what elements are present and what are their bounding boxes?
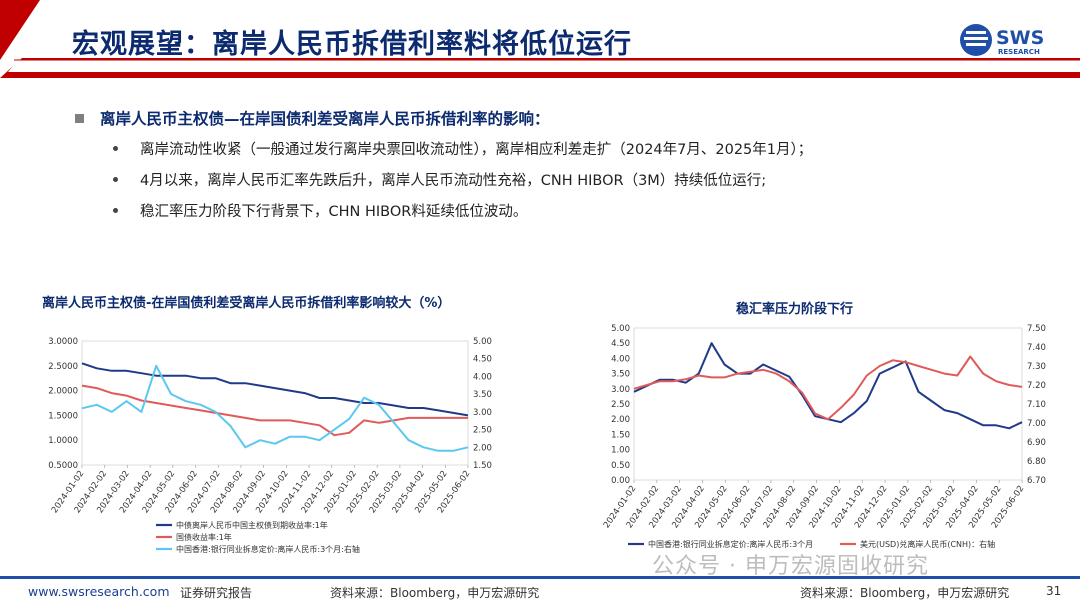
y-right-tick-label: 6.70 xyxy=(1027,476,1046,486)
y-left-tick-label: 2.5000 xyxy=(48,362,78,372)
y-left-tick-label: 1.5000 xyxy=(48,411,78,421)
y-right-tick-label: 4.00 xyxy=(473,372,492,382)
y-left-tick-label: 0.50 xyxy=(611,461,630,471)
legend-label: 国债收益率:1年 xyxy=(176,532,232,542)
bullet-dot-icon xyxy=(113,177,118,182)
logo-text: SWS xyxy=(996,27,1044,49)
y-left-tick-label: 1.0000 xyxy=(48,436,78,446)
footer-source-right: 资料来源：Bloomberg，申万宏源研究 xyxy=(800,586,1010,600)
footer-divider xyxy=(0,576,1080,579)
series-line-0 xyxy=(81,362,469,417)
y-left-tick-label: 2.50 xyxy=(611,400,630,410)
y-right-tick-label: 2.00 xyxy=(473,443,492,453)
y-right-tick-label: 3.50 xyxy=(473,390,492,400)
y-left-tick-label: 5.00 xyxy=(611,324,630,334)
y-right-tick-label: 7.10 xyxy=(1027,400,1046,410)
y-left-tick-label: 0.00 xyxy=(611,476,630,486)
bullet-item: 稳汇率压力阶段下行背景下，CHN HIBOR料延续低位波动。 xyxy=(140,204,528,220)
chart-right-title: 稳汇率压力阶段下行 xyxy=(736,302,854,317)
chart-left: 3.0000 2.5000 2.0000 1.5000 1.0000 0.5000 5.00… xyxy=(48,337,492,554)
y-left-tick-label: 3.00 xyxy=(611,385,630,395)
y-right-tick-label: 5.00 xyxy=(473,337,492,347)
legend-label: 中债离岸人民币中国主权债到期收益率:1年 xyxy=(176,520,328,530)
y-left-tick-label: 3.50 xyxy=(611,370,630,380)
footer-url[interactable]: www.swsresearch.com xyxy=(28,584,170,599)
bullet-item: 离岸流动性收紧（一般通过发行离岸央票回收流动性），离岸相应利差走扩（2024年7… xyxy=(140,142,813,158)
y-right-tick-label: 6.90 xyxy=(1027,438,1046,448)
series-line-1 xyxy=(633,355,1023,421)
y-right-tick-label: 3.00 xyxy=(473,408,492,418)
y-left-tick-label: 1.00 xyxy=(611,446,630,456)
y-left-tick-label: 4.00 xyxy=(611,354,630,364)
page-number: 31 xyxy=(1046,584,1062,598)
sws-logo: SWS RESEARCH xyxy=(958,20,1058,60)
title-accent-shape xyxy=(0,0,40,60)
footer-report-type: 证券研究报告 xyxy=(180,586,253,600)
y-right-tick-label: 7.30 xyxy=(1027,362,1046,372)
series-line-2 xyxy=(81,364,469,452)
wechat-watermark: 公众号 · 申万宏源固收研究 xyxy=(652,554,929,579)
text-section: 离岸人民币主权债—在岸国债利差受离岸人民币拆借利率的影响： 离岸流动性收紧（一般… xyxy=(75,106,1035,226)
title-banner xyxy=(0,0,1080,78)
plot-area xyxy=(81,340,469,466)
y-right-tick-label: 7.20 xyxy=(1027,381,1046,391)
y-left-tick-label: 3.0000 xyxy=(48,337,78,347)
series-line-0 xyxy=(633,342,1023,430)
chart-left-title: 离岸人民币主权债-在岸国债利差受离岸人民币拆借利率影响较大（%） xyxy=(42,296,451,311)
y-right-tick-label: 7.50 xyxy=(1027,324,1046,334)
logo-subtext: RESEARCH xyxy=(998,48,1040,56)
legend-label: 美元(USD)兑离岸人民币(CNH)：右轴 xyxy=(860,539,995,549)
bullet-dot-icon xyxy=(113,146,118,151)
plot-area xyxy=(633,327,1023,481)
y-right-tick-label: 4.50 xyxy=(473,355,492,365)
square-bullet-icon xyxy=(75,113,84,123)
page-title: 宏观展望：离岸人民币拆借利率料将低位运行 xyxy=(72,29,632,60)
y-left-tick-label: 2.00 xyxy=(611,415,630,425)
series-line-1 xyxy=(81,384,468,437)
legend-label: 中国香港:银行同业拆息定价:离岸人民币:3个月:右轴 xyxy=(176,544,360,554)
footer-source-left: 资料来源：Bloomberg，申万宏源研究 xyxy=(330,586,540,600)
y-left-tick-label: 4.50 xyxy=(611,339,630,349)
y-left-tick-label: 0.5000 xyxy=(48,461,78,471)
y-right-tick-label: 2.50 xyxy=(473,426,492,436)
section-heading: 离岸人民币主权债—在岸国债利差受离岸人民币拆借利率的影响： xyxy=(100,110,550,128)
y-right-tick-label: 1.50 xyxy=(473,461,492,471)
y-left-tick-label: 1.50 xyxy=(611,430,630,440)
bullet-dot-icon xyxy=(113,208,118,213)
bullet-item: 4月以来，离岸人民币汇率先跌后升，离岸人民币流动性充裕，CNH HIBOR（3M… xyxy=(140,173,767,189)
legend-label: 中国香港:银行同业拆息定价:离岸人民币:3个月 xyxy=(648,539,813,549)
y-right-tick-label: 7.40 xyxy=(1027,343,1046,353)
y-left-tick-label: 2.0000 xyxy=(48,387,78,397)
y-right-tick-label: 7.00 xyxy=(1027,419,1046,429)
chart-right: 5.00 4.50 4.00 3.50 3.00 2.50 2.00 1.50 1.00 0.50… xyxy=(602,324,1046,549)
y-right-tick-label: 6.80 xyxy=(1027,457,1046,467)
